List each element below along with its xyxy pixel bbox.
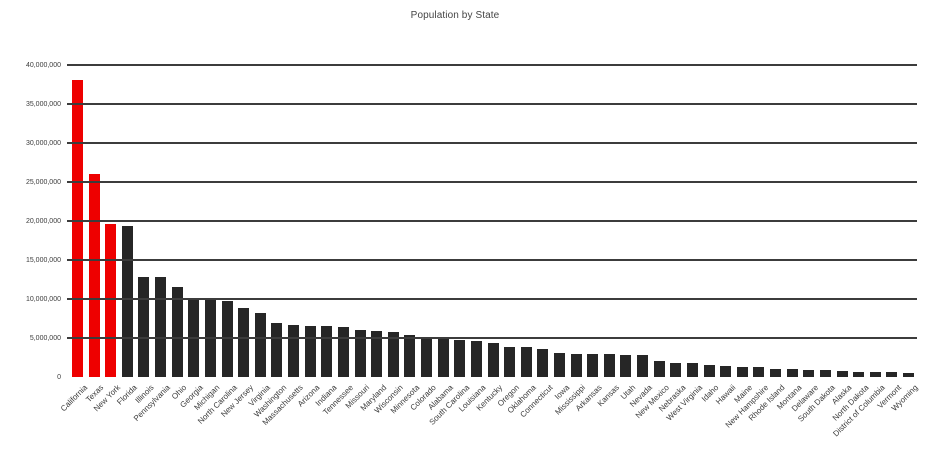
bar-kentucky[interactable] <box>487 342 499 377</box>
bar-minnesota[interactable] <box>404 335 416 377</box>
bar-california[interactable] <box>72 80 83 377</box>
bar-massachusetts[interactable] <box>288 325 300 377</box>
bar-wyoming[interactable] <box>903 372 914 377</box>
bar-ohio[interactable] <box>171 286 183 377</box>
chart-title: Population by State <box>410 10 500 21</box>
bar-arizona[interactable] <box>304 325 316 377</box>
bar-florida[interactable] <box>121 226 133 377</box>
bar-alabama[interactable] <box>437 339 449 377</box>
bar-louisiana[interactable] <box>470 341 482 377</box>
bar-nevada[interactable] <box>637 355 649 377</box>
y-axis-tick-label: 25,000,000 <box>25 178 61 186</box>
bar-illinois[interactable] <box>138 276 150 377</box>
bar-wisconsin[interactable] <box>387 332 399 377</box>
bar-texas[interactable] <box>88 173 100 377</box>
bar-oregon[interactable] <box>504 346 516 377</box>
bar-new-mexico[interactable] <box>653 360 665 377</box>
bar-idaho[interactable] <box>703 364 715 377</box>
bar-missouri[interactable] <box>354 330 366 377</box>
bar-utah[interactable] <box>620 354 632 377</box>
y-axis-tick-label: 30,000,000 <box>25 139 61 147</box>
gridline-20000000 <box>67 220 917 222</box>
bar-kansas[interactable] <box>603 354 615 377</box>
bar-indiana[interactable] <box>321 326 333 377</box>
gridline-5000000 <box>67 337 917 339</box>
gridline-10000000 <box>67 298 917 300</box>
bar-pennsylvania[interactable] <box>155 277 167 377</box>
bar-south-carolina[interactable] <box>454 340 466 377</box>
y-axis-tick-label: 0 <box>57 373 61 381</box>
bar-new-hampshire[interactable] <box>753 366 765 377</box>
bar-alaska[interactable] <box>836 371 848 377</box>
bar-nebraska[interactable] <box>670 362 682 377</box>
y-axis-tick-label: 15,000,000 <box>25 256 61 264</box>
bar-new-jersey[interactable] <box>238 307 250 377</box>
y-axis-tick-label: 10,000,000 <box>25 295 61 303</box>
y-axis-tick-label: 40,000,000 <box>25 61 61 69</box>
y-axis-tick-label: 35,000,000 <box>25 100 61 108</box>
bar-hawaii[interactable] <box>720 366 732 377</box>
gridline-30000000 <box>67 142 917 144</box>
bar-south-dakota[interactable] <box>819 370 831 377</box>
gridline-40000000 <box>67 64 917 66</box>
bar-district-of-columbia[interactable] <box>869 372 881 377</box>
bar-connecticut[interactable] <box>537 348 549 377</box>
bar-north-carolina[interactable] <box>221 300 233 377</box>
bar-maryland[interactable] <box>371 331 383 377</box>
bar-vermont[interactable] <box>886 372 898 377</box>
bar-maine[interactable] <box>736 366 748 377</box>
bar-west-virginia[interactable] <box>686 362 698 377</box>
bar-montana[interactable] <box>786 369 798 377</box>
bar-mississippi[interactable] <box>570 353 582 377</box>
y-axis-tick-label: 20,000,000 <box>25 217 61 225</box>
bar-rhode-island[interactable] <box>770 368 782 377</box>
bar-tennessee[interactable] <box>337 326 349 377</box>
bar-oklahoma[interactable] <box>520 347 532 377</box>
gridline-35000000 <box>67 103 917 105</box>
bar-new-york[interactable] <box>105 224 117 377</box>
y-axis-tick-label: 5,000,000 <box>29 334 61 342</box>
bar-iowa[interactable] <box>553 353 565 377</box>
bar-washington[interactable] <box>271 323 283 377</box>
gridline-15000000 <box>67 259 917 261</box>
bar-virginia[interactable] <box>254 313 266 377</box>
bar-arkansas[interactable] <box>587 353 599 377</box>
bar-delaware[interactable] <box>803 369 815 377</box>
bar-colorado[interactable] <box>421 336 433 377</box>
gridline-25000000 <box>67 181 917 183</box>
bar-north-dakota[interactable] <box>853 371 865 377</box>
